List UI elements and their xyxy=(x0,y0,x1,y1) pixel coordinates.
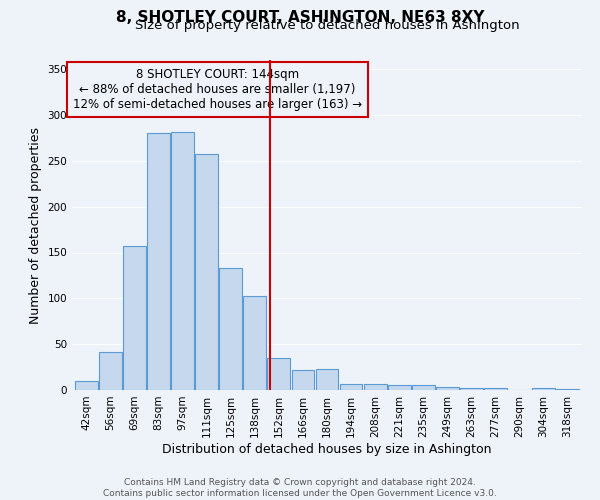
Bar xyxy=(147,134,170,390)
Text: 8, SHOTLEY COURT, ASHINGTON, NE63 8XY: 8, SHOTLEY COURT, ASHINGTON, NE63 8XY xyxy=(116,10,484,25)
Bar xyxy=(484,388,507,390)
Bar xyxy=(171,132,194,390)
Y-axis label: Number of detached properties: Number of detached properties xyxy=(29,126,42,324)
Bar xyxy=(364,384,386,390)
Bar xyxy=(412,386,434,390)
Bar xyxy=(436,387,459,390)
Bar xyxy=(99,352,122,390)
Bar xyxy=(532,388,555,390)
Bar xyxy=(556,389,579,390)
Bar xyxy=(244,296,266,390)
Bar xyxy=(195,154,218,390)
Bar xyxy=(316,369,338,390)
Bar xyxy=(123,246,146,390)
Bar xyxy=(220,268,242,390)
Text: 8 SHOTLEY COURT: 144sqm
← 88% of detached houses are smaller (1,197)
12% of semi: 8 SHOTLEY COURT: 144sqm ← 88% of detache… xyxy=(73,68,362,112)
Text: Contains HM Land Registry data © Crown copyright and database right 2024.
Contai: Contains HM Land Registry data © Crown c… xyxy=(103,478,497,498)
Bar xyxy=(388,386,410,390)
Bar xyxy=(292,370,314,390)
Bar xyxy=(340,384,362,390)
Title: Size of property relative to detached houses in Ashington: Size of property relative to detached ho… xyxy=(134,20,520,32)
Bar xyxy=(75,381,98,390)
Bar xyxy=(460,388,483,390)
X-axis label: Distribution of detached houses by size in Ashington: Distribution of detached houses by size … xyxy=(162,442,492,456)
Bar xyxy=(268,358,290,390)
